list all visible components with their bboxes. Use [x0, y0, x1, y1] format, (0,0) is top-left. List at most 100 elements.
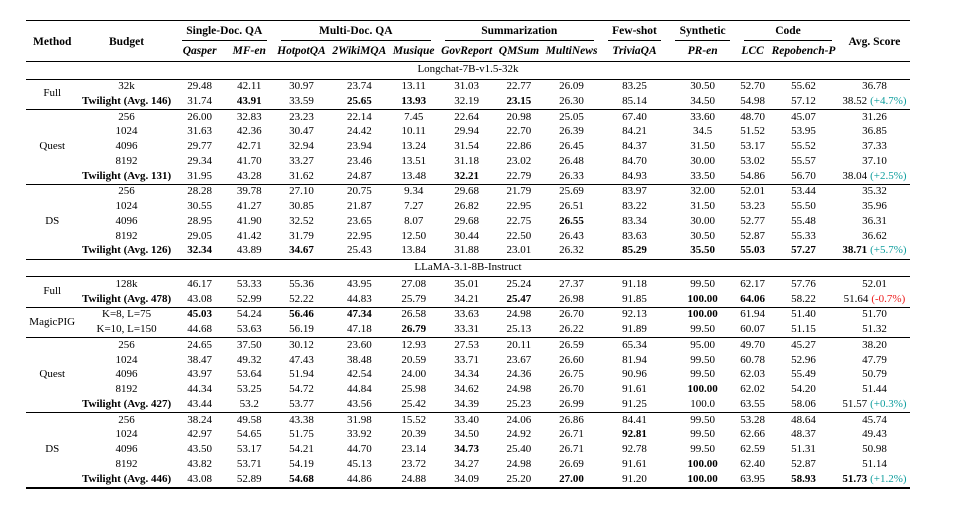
score-cell: 54.72: [289, 383, 314, 395]
budget-cell: Twilight (Avg. 427): [81, 397, 172, 410]
score-cell: 25.24: [506, 277, 532, 290]
budget-cell: Twilight (Avg. 478): [81, 292, 172, 305]
table-row: 8192 29.34 41.70 33.27 23.46 13.51 31.18 23.02 2…: [26, 154, 910, 169]
score-cell: 85.29: [622, 244, 647, 257]
score-cell: 42.54: [346, 368, 372, 381]
score-cell: 30.50: [690, 80, 716, 92]
table-row: MagicPIG K=8, L=75 45.03 54.24 56.46 47.34 26.…: [26, 306, 910, 338]
avg-score-value: 45.74: [862, 413, 887, 426]
avg-score-value: 36.31: [862, 214, 887, 227]
score-cell: 62.03: [740, 368, 765, 381]
score-cell: 24.42: [346, 125, 372, 138]
score-cell: 54.65: [236, 428, 262, 441]
score-cell: 13.84: [401, 244, 427, 257]
score-cell: 23.15: [506, 94, 532, 107]
score-cell: 100.00: [687, 457, 718, 470]
avg-score-delta: (-0.7%): [871, 292, 906, 305]
avg-score-value: 50.98: [862, 443, 887, 455]
score-cell: 22.86: [506, 140, 532, 152]
avg-score-cell: 36.85: [839, 125, 910, 140]
score-cell: 42.97: [187, 428, 213, 441]
score-cell: 56.70: [791, 169, 816, 182]
score-cell: 21.87: [346, 200, 372, 212]
score-cell: 56.46: [273, 306, 330, 323]
score-cell: 31.98: [329, 411, 390, 428]
budget-cell: 128k: [115, 277, 138, 290]
score-cell: 20.39: [401, 428, 427, 441]
score-cell: 30.00: [690, 154, 716, 167]
score-cell: 83.22: [622, 200, 647, 212]
score-cell: 38.48: [346, 353, 372, 366]
avg-score-value: 51.73: [842, 472, 868, 485]
score-cell: 8.07: [404, 214, 424, 227]
budget-cell: 8192: [115, 229, 138, 242]
avg-score-delta: (+1.2%): [870, 472, 907, 485]
column-subheader: Repobench-P: [771, 45, 836, 58]
column-group-header: Code: [737, 21, 839, 42]
column-subheader: Qasper: [182, 45, 217, 58]
score-cell: 99.50: [690, 323, 716, 335]
score-cell: 62.66: [740, 428, 765, 441]
score-cell: 54.86: [740, 169, 765, 182]
table-row: 1024 38.47 49.32 47.43 38.48 20.59 33.71 23.67 2…: [26, 353, 910, 368]
score-cell: 23.65: [346, 214, 372, 227]
avg-score-cell: 51.32: [839, 323, 910, 338]
score-cell: 34.39: [454, 397, 479, 410]
table-row: Quest 256 24.65 37.50 30.12 23.60 12.93 27.53 20…: [26, 337, 910, 413]
avg-score-cell: 37.10: [839, 154, 910, 169]
score-cell: 100.00: [687, 292, 718, 305]
score-cell: 27.08: [401, 277, 427, 290]
budget-cell: 256: [78, 411, 175, 428]
score-cell: 20.75: [329, 183, 390, 200]
column-subheader: MF-en: [232, 45, 266, 58]
score-cell: 55.49: [791, 368, 816, 381]
score-cell: 43.89: [236, 244, 262, 257]
score-cell: 13.51: [401, 154, 427, 167]
score-cell: 45.07: [768, 108, 839, 125]
score-cell: 45.03: [174, 306, 225, 323]
column-group-header: Multi-Doc. QA: [274, 21, 438, 42]
avg-score-value: 49.43: [862, 428, 887, 441]
avg-score-cell: 35.96: [839, 200, 910, 215]
score-cell: 26.98: [559, 292, 584, 305]
score-cell: 25.43: [346, 244, 372, 257]
score-cell: 53.02: [740, 154, 765, 167]
column-subheader: 2WikiMQA: [332, 45, 387, 58]
score-cell: 23.67: [506, 353, 532, 366]
score-cell: 30.12: [273, 337, 330, 353]
avg-score-value: 37.10: [862, 154, 887, 167]
table-row: 1024 42.97 54.65 51.75 33.92 20.39 34.50 24.92 2…: [26, 428, 910, 443]
table-header: Method Budget Single-Doc. QA Multi-Doc. QA S…: [26, 21, 910, 62]
score-cell: 53.25: [236, 383, 262, 395]
score-cell: 26.32: [559, 244, 584, 257]
score-cell: 53.77: [289, 397, 314, 410]
score-cell: 52.70: [740, 80, 765, 92]
score-cell: 43.82: [187, 457, 213, 470]
score-cell: 32.21: [454, 169, 479, 182]
score-cell: 83.97: [600, 183, 669, 200]
score-cell: 26.59: [542, 337, 601, 353]
score-cell: 27.00: [559, 472, 584, 485]
score-cell: 54.24: [224, 306, 274, 323]
score-cell: 22.95: [506, 200, 532, 212]
avg-score-cell: 37.33: [839, 140, 910, 155]
score-cell: 56.19: [289, 323, 314, 335]
score-cell: 42.11: [237, 80, 262, 92]
table-row: Twilight (Avg. 446) 43.08 52.89 54.68 44.86 2…: [26, 472, 910, 488]
score-cell: 34.50: [690, 94, 716, 107]
score-cell: 13.11: [401, 80, 426, 92]
score-cell: 31.50: [690, 140, 716, 152]
score-cell: 24.36: [506, 368, 532, 381]
score-cell: 33.59: [289, 94, 314, 107]
score-cell: 31.62: [289, 169, 314, 182]
score-cell: 26.51: [559, 200, 584, 212]
score-cell: 24.88: [401, 472, 427, 485]
score-cell: 91.25: [622, 397, 647, 410]
table-row: Full 32k 29.48 42.11 30.97 23.74 13.11 31.03 22.…: [26, 79, 910, 99]
avg-score-delta: (+5.7%): [870, 244, 907, 257]
score-cell: 41.90: [236, 214, 262, 227]
score-cell: 13.93: [401, 94, 427, 107]
table-row: Twilight (Avg. 478) 43.08 52.99 52.22 44.83 2…: [26, 292, 910, 307]
score-cell: 29.05: [187, 229, 213, 242]
score-cell: 63.55: [740, 397, 765, 410]
